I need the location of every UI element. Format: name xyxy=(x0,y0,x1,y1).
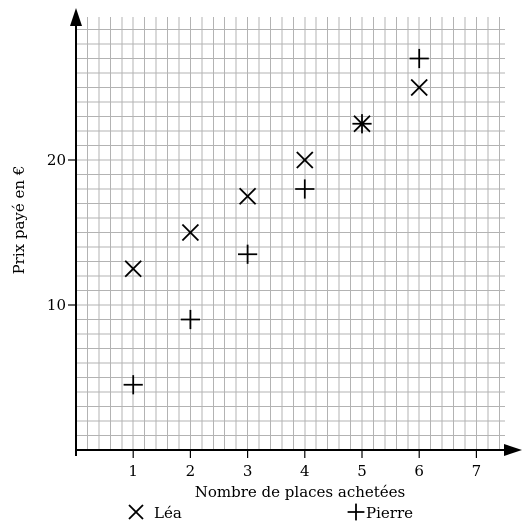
data-point-lea-1-stroke-b xyxy=(124,260,142,278)
x-axis-arrow xyxy=(504,444,522,456)
legend-marker-pierre xyxy=(347,503,365,521)
x-tick-label-2: 2 xyxy=(186,462,196,480)
legend-item-lea: Léa xyxy=(128,504,182,522)
legend-symbol-lea-stroke-b xyxy=(128,504,144,520)
y-axis-arrow xyxy=(70,8,82,26)
ticks xyxy=(68,159,477,458)
tick-labels: 1 2 3 4 5 6 7 10 20 xyxy=(47,151,481,480)
data-point-lea-4 xyxy=(296,151,314,169)
data-point-lea-4-stroke-b xyxy=(296,151,314,169)
data-point-pierre-2 xyxy=(180,309,200,330)
axes xyxy=(70,8,522,456)
y-tick-label-10: 10 xyxy=(47,296,66,314)
legend-marker-lea xyxy=(128,504,144,520)
data-points xyxy=(123,48,429,395)
data-point-lea-3-stroke-b xyxy=(238,187,257,205)
data-point-lea-1 xyxy=(124,260,142,278)
data-point-pierre-3 xyxy=(238,244,258,264)
data-point-lea-2-stroke-b xyxy=(181,223,200,242)
legend-label-pierre: Pierre xyxy=(366,504,413,522)
data-point-pierre-6 xyxy=(409,48,429,69)
legend-label-lea: Léa xyxy=(154,504,182,522)
legend: Léa Pierre xyxy=(128,503,413,522)
data-point-pierre-4 xyxy=(295,179,315,199)
data-point-lea-2 xyxy=(181,223,200,242)
data-point-lea-6-stroke-b xyxy=(410,78,428,97)
data-point-lea-3 xyxy=(238,187,257,205)
x-tick-label-5: 5 xyxy=(357,462,367,480)
legend-symbol-pierre xyxy=(347,503,365,521)
x-tick-label-1: 1 xyxy=(128,462,138,480)
x-tick-label-3: 3 xyxy=(243,462,253,480)
y-axis-label: Prix payé en € xyxy=(10,166,28,275)
data-point-lea-6 xyxy=(410,78,428,97)
data-point-pierre-5 xyxy=(352,114,372,134)
legend-item-pierre: Pierre xyxy=(347,503,413,522)
y-tick-label-20: 20 xyxy=(47,151,66,169)
legend-symbol-lea xyxy=(128,504,144,520)
data-point-pierre-1 xyxy=(123,375,143,395)
x-axis-label: Nombre de places achetées xyxy=(195,483,406,501)
x-tick-label-7: 7 xyxy=(472,462,482,480)
x-tick-label-6: 6 xyxy=(414,462,424,480)
x-tick-label-4: 4 xyxy=(300,462,310,480)
